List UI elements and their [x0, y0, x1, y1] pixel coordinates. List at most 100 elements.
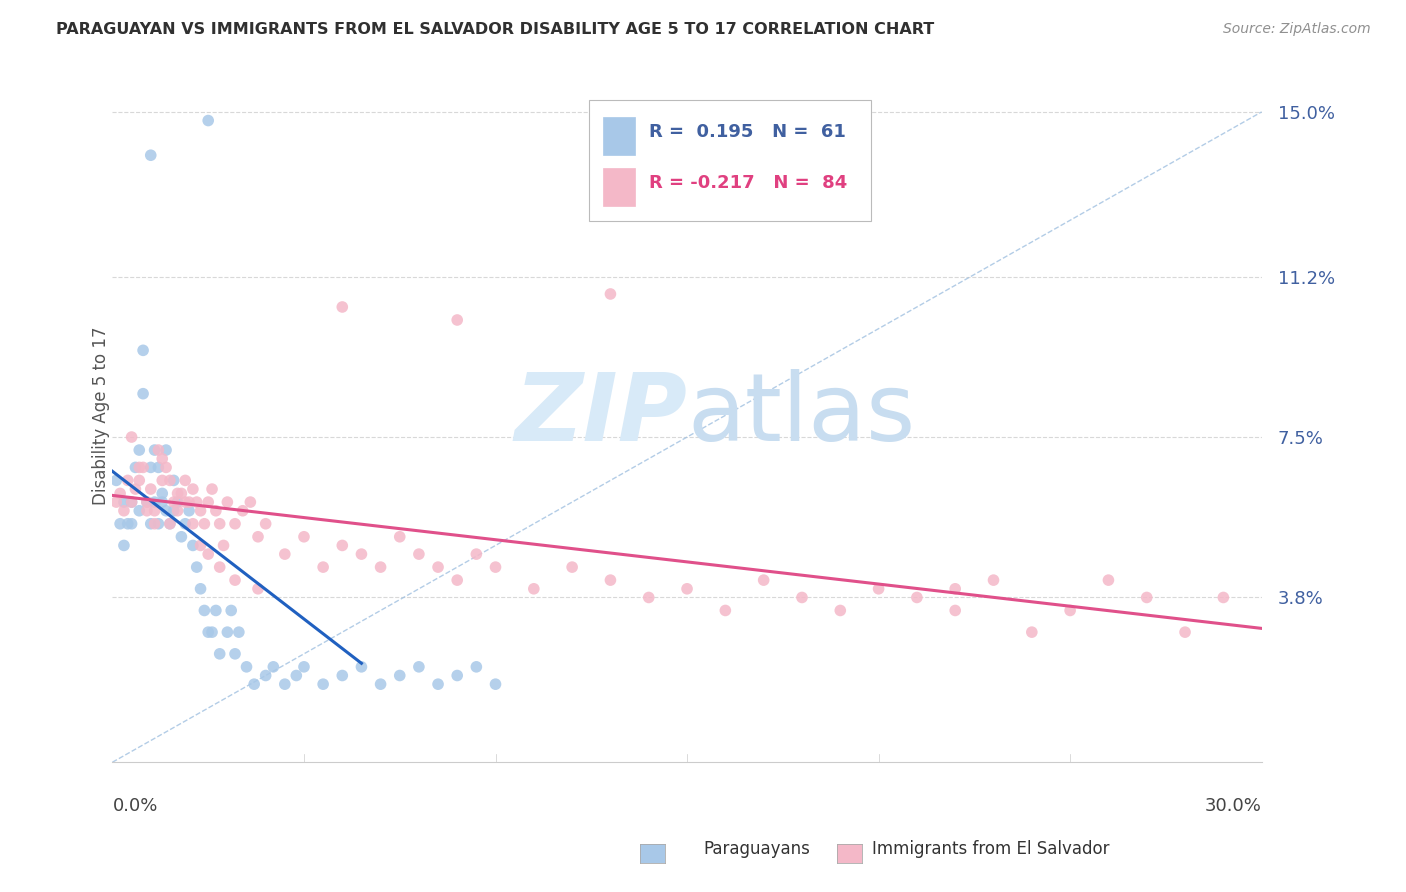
Point: [943, 603, 966, 617]
Point: [484, 560, 506, 574]
Point: [124, 460, 146, 475]
Point: [465, 660, 488, 674]
Point: [224, 516, 246, 531]
Point: [177, 504, 200, 518]
Point: [124, 482, 146, 496]
Point: [217, 625, 239, 640]
Text: ZIP: ZIP: [515, 369, 688, 461]
Point: [148, 460, 170, 475]
Point: [143, 495, 166, 509]
Point: [112, 538, 135, 552]
Point: [181, 482, 204, 496]
Point: [330, 538, 353, 552]
Point: [370, 560, 392, 574]
Point: [262, 660, 284, 674]
Point: [235, 660, 257, 674]
Point: [166, 495, 188, 509]
Point: [208, 516, 231, 531]
Point: [112, 504, 135, 518]
Text: R = -0.217   N =  84: R = -0.217 N = 84: [650, 174, 848, 192]
Point: [139, 148, 162, 162]
Point: [163, 504, 186, 518]
Point: [105, 495, 128, 509]
Y-axis label: Disability Age 5 to 17: Disability Age 5 to 17: [93, 326, 110, 505]
Point: [181, 516, 204, 531]
Point: [197, 113, 219, 128]
Point: [139, 482, 162, 496]
Point: [599, 287, 621, 301]
Point: [190, 538, 212, 552]
Point: [139, 460, 162, 475]
Point: [150, 451, 173, 466]
Point: [465, 547, 488, 561]
Point: [170, 530, 193, 544]
Point: [186, 560, 208, 574]
Point: [159, 474, 181, 488]
Point: [790, 591, 813, 605]
Point: [408, 547, 430, 561]
Point: [139, 516, 162, 531]
Point: [243, 677, 266, 691]
Point: [170, 486, 193, 500]
Point: [408, 660, 430, 674]
Point: [292, 660, 315, 674]
Point: [219, 603, 242, 617]
Point: [830, 603, 852, 617]
Point: [312, 677, 335, 691]
Text: 30.0%: 30.0%: [1205, 797, 1261, 815]
Point: [193, 516, 215, 531]
Point: [274, 547, 297, 561]
Point: [224, 647, 246, 661]
Point: [132, 460, 155, 475]
Point: [148, 443, 170, 458]
Point: [208, 647, 231, 661]
Point: [943, 582, 966, 596]
Point: [239, 495, 262, 509]
Text: atlas: atlas: [688, 369, 915, 461]
Point: [274, 677, 297, 691]
Point: [197, 625, 219, 640]
Point: [752, 573, 775, 587]
Point: [201, 482, 224, 496]
Point: [143, 443, 166, 458]
Point: [254, 516, 277, 531]
Point: [228, 625, 250, 640]
Point: [312, 560, 335, 574]
Text: 0.0%: 0.0%: [112, 797, 157, 815]
Point: [150, 495, 173, 509]
Point: [212, 538, 235, 552]
Point: [186, 495, 208, 509]
Point: [132, 386, 155, 401]
Point: [166, 486, 188, 500]
Point: [121, 495, 143, 509]
Point: [174, 474, 197, 488]
Point: [247, 530, 270, 544]
Point: [446, 668, 468, 682]
Point: [108, 486, 131, 500]
Point: [205, 504, 228, 518]
Point: [190, 582, 212, 596]
Point: [676, 582, 699, 596]
Point: [135, 504, 157, 518]
Point: [599, 573, 621, 587]
Point: [174, 495, 197, 509]
Point: [446, 313, 468, 327]
Point: [523, 582, 546, 596]
Point: [285, 668, 308, 682]
Point: [1212, 591, 1234, 605]
Text: Paraguayans: Paraguayans: [703, 840, 810, 858]
Point: [350, 547, 373, 561]
Point: [150, 486, 173, 500]
Point: [232, 504, 254, 518]
Point: [197, 547, 219, 561]
Point: [190, 504, 212, 518]
Point: [155, 504, 177, 518]
Point: [1059, 603, 1081, 617]
Point: [174, 516, 197, 531]
Point: [121, 430, 143, 444]
Point: [108, 516, 131, 531]
Point: [370, 677, 392, 691]
Point: [128, 504, 150, 518]
Point: [177, 495, 200, 509]
Point: [201, 625, 224, 640]
